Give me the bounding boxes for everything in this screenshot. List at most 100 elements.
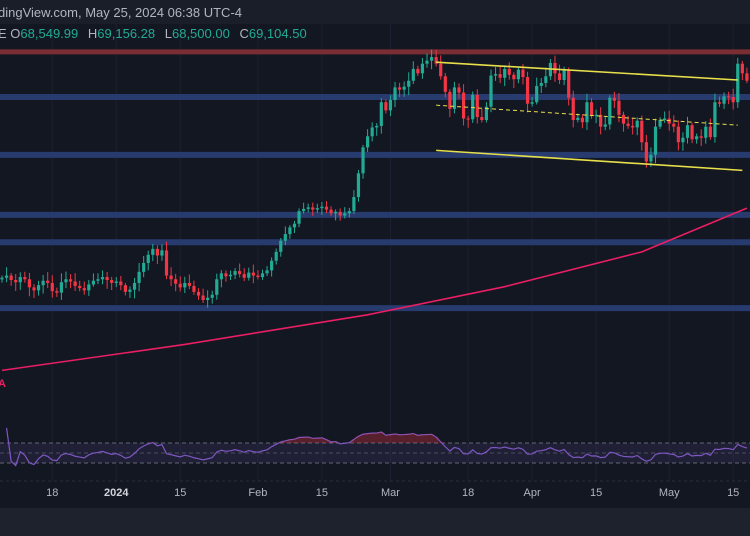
source-timestamp: dingView.com, May 25, 2024 06:38 UTC-4 bbox=[0, 5, 243, 20]
candle-body bbox=[183, 282, 187, 288]
rsi-overbought-fill bbox=[374, 433, 380, 443]
candle-body bbox=[334, 211, 338, 214]
candle-body bbox=[425, 60, 429, 64]
x-tick-label: 15 bbox=[727, 487, 740, 499]
candle-body bbox=[457, 87, 461, 93]
x-tick-label: 2024 bbox=[104, 487, 129, 499]
symbol-suffix: E bbox=[0, 26, 7, 41]
candle-body bbox=[164, 250, 169, 276]
candle-body bbox=[238, 271, 242, 275]
open-label: O bbox=[10, 26, 21, 41]
candle-body bbox=[151, 248, 155, 255]
candle-body bbox=[731, 97, 735, 103]
rsi-overbought-fill bbox=[406, 434, 412, 443]
candle-body bbox=[539, 82, 543, 86]
candle-body bbox=[466, 118, 470, 120]
rsi-overbought-fill bbox=[420, 434, 425, 443]
candle-body bbox=[484, 106, 489, 120]
candle-body bbox=[480, 117, 484, 120]
candle-body bbox=[649, 154, 653, 162]
candle-body bbox=[521, 69, 525, 78]
candle-body bbox=[0, 277, 4, 280]
candle-body bbox=[736, 63, 740, 103]
candle-body bbox=[681, 137, 685, 143]
candle-body bbox=[247, 272, 251, 278]
candle-body bbox=[160, 250, 164, 256]
candle-body bbox=[653, 126, 658, 155]
candle-body bbox=[14, 280, 18, 283]
open-value: 68,549.99 bbox=[20, 26, 79, 41]
candle-body bbox=[585, 102, 589, 123]
candle-body bbox=[507, 68, 511, 75]
rsi-overbought-fill bbox=[301, 437, 306, 443]
x-tick-label: 18 bbox=[462, 487, 475, 499]
candle-body bbox=[219, 273, 223, 280]
candle-body bbox=[59, 282, 64, 293]
ohlc-legend: E O68,549.99 H69,156.28 L68,500.00 C69,1… bbox=[0, 26, 313, 41]
candle-body bbox=[110, 280, 114, 283]
candle-body bbox=[233, 271, 237, 275]
candle-body bbox=[512, 74, 516, 80]
rsi-overbought-fill bbox=[333, 441, 338, 443]
candle-body bbox=[36, 285, 41, 291]
candle-body bbox=[311, 207, 315, 210]
candle-body bbox=[589, 102, 594, 116]
candle-body bbox=[169, 275, 173, 280]
candle-body bbox=[347, 211, 351, 214]
candle-body bbox=[695, 136, 699, 140]
candle-body bbox=[178, 283, 182, 288]
candle-body bbox=[187, 282, 191, 286]
candle-body bbox=[608, 97, 612, 125]
candle-body bbox=[78, 285, 82, 289]
candle-body bbox=[516, 69, 521, 80]
candle-body bbox=[96, 279, 100, 281]
candle-body bbox=[297, 211, 301, 224]
candle-body bbox=[320, 206, 324, 209]
rsi-overbought-fill bbox=[296, 437, 302, 443]
candle-body bbox=[142, 262, 146, 272]
candle-body bbox=[119, 281, 123, 286]
candle-body bbox=[722, 96, 726, 104]
candle-body bbox=[535, 85, 539, 103]
candle-body bbox=[123, 285, 127, 292]
candle-body bbox=[46, 280, 50, 283]
candle-body bbox=[717, 102, 722, 104]
rsi-overbought-fill bbox=[424, 434, 430, 443]
rsi-overbought-fill bbox=[401, 434, 407, 443]
rsi-overbought-fill bbox=[278, 441, 284, 443]
candle-body bbox=[9, 275, 13, 280]
candle-body bbox=[215, 279, 219, 295]
time-axis[interactable] bbox=[0, 482, 750, 508]
low-label: L bbox=[164, 26, 172, 41]
candle-body bbox=[18, 277, 22, 283]
candle-body bbox=[388, 100, 393, 111]
candle-body bbox=[32, 287, 36, 291]
candle-body bbox=[471, 94, 475, 120]
candle-body bbox=[302, 208, 306, 212]
candle-body bbox=[493, 74, 498, 76]
candle-body bbox=[174, 279, 178, 284]
candle-body bbox=[525, 77, 530, 104]
x-tick-label: 15 bbox=[315, 487, 329, 499]
candle-body bbox=[621, 114, 626, 124]
candle-body bbox=[489, 75, 493, 107]
rsi-overbought-fill bbox=[360, 434, 366, 443]
candle-body bbox=[594, 114, 598, 116]
candle-body bbox=[196, 291, 201, 296]
candle-body bbox=[375, 125, 379, 128]
candle-body bbox=[356, 173, 361, 198]
candle-body bbox=[283, 234, 287, 241]
rsi-overbought-fill bbox=[351, 439, 357, 443]
rsi-overbought-fill bbox=[283, 440, 288, 443]
candle-body bbox=[599, 114, 603, 127]
chart-header: dingView.com, May 25, 2024 06:38 UTC-4 bbox=[0, 0, 750, 24]
rsi-overbought-fill bbox=[383, 435, 389, 443]
candle-body bbox=[64, 279, 68, 283]
candle-body bbox=[475, 94, 479, 118]
candle-body bbox=[663, 118, 667, 120]
candle-body bbox=[366, 136, 370, 148]
candle-body bbox=[503, 68, 507, 78]
x-tick-label: Feb bbox=[248, 487, 268, 499]
candle-body bbox=[631, 125, 635, 128]
